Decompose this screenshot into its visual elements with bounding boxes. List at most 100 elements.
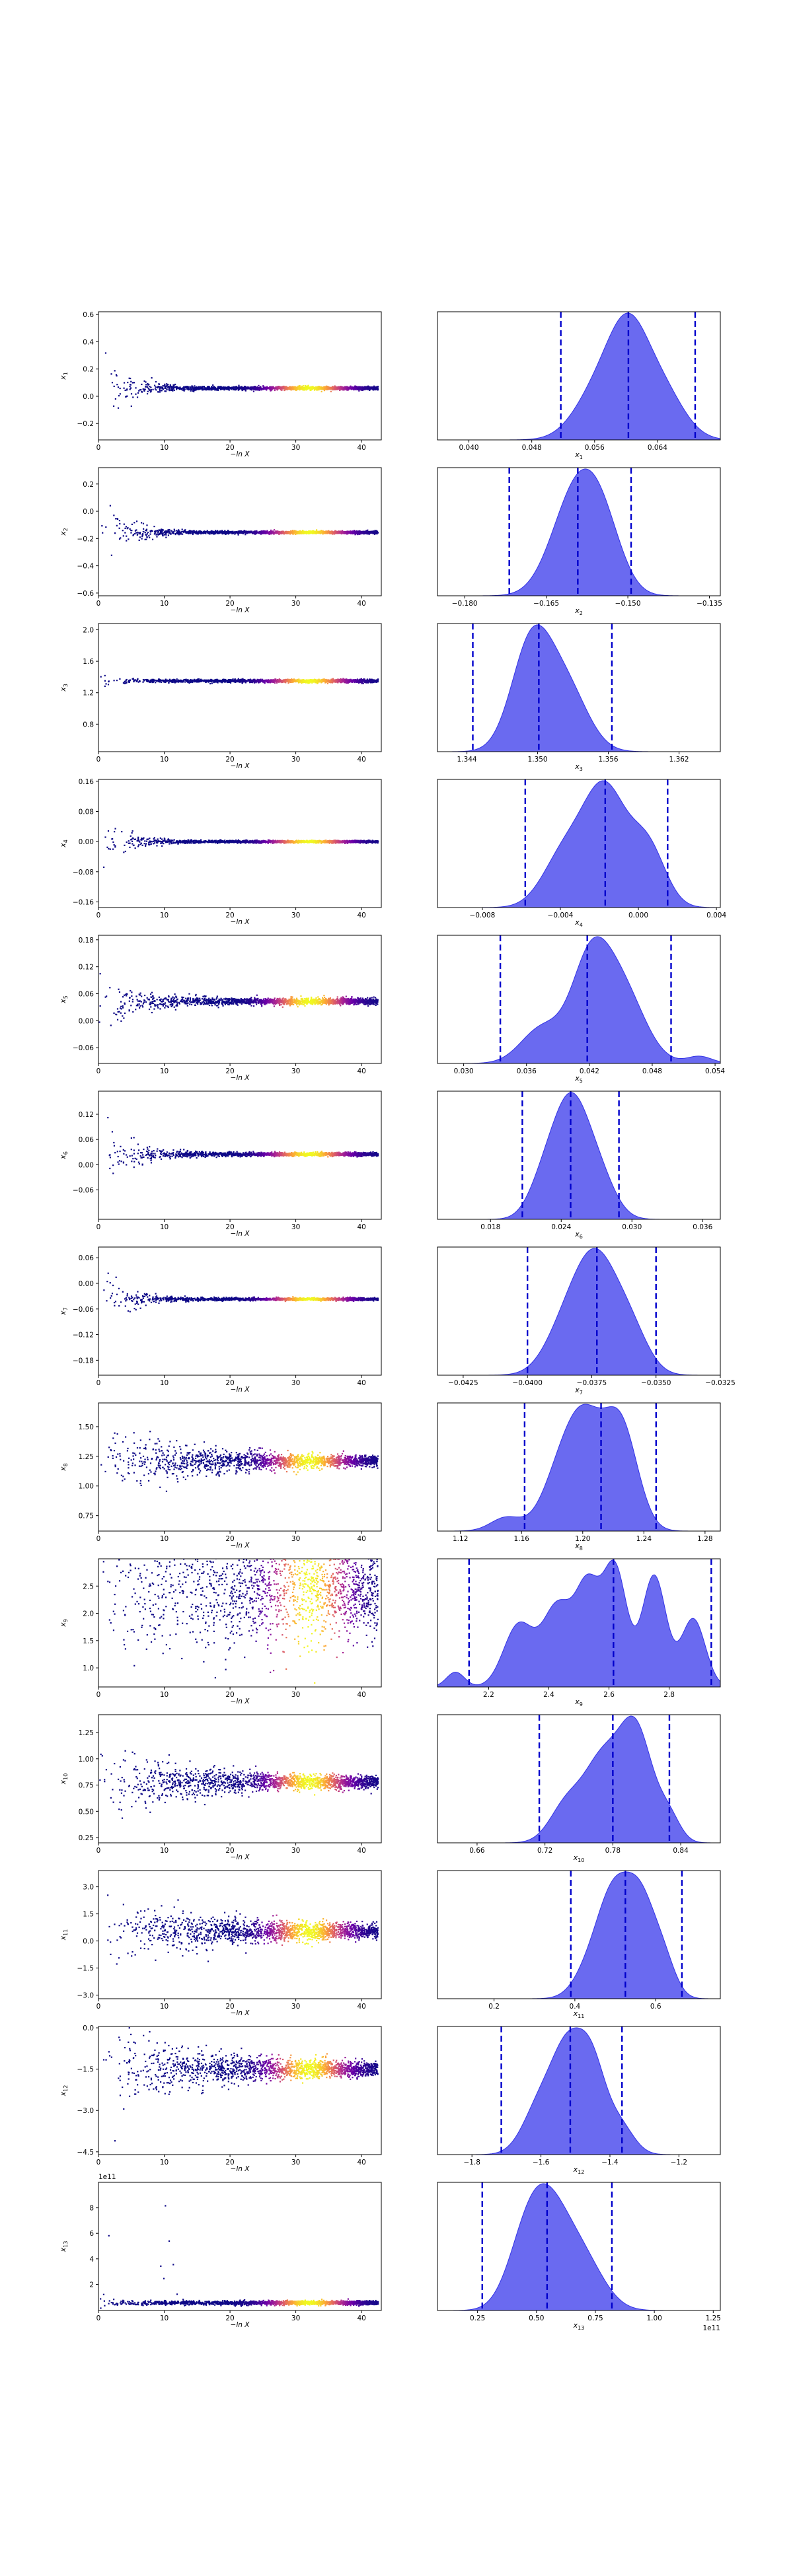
posterior-xtick-label: −0.165 [533, 600, 559, 608]
trace-point [299, 532, 302, 534]
trace-point [151, 538, 154, 540]
trace-point [322, 533, 324, 535]
trace-frame [98, 467, 382, 596]
trace-point [170, 385, 172, 388]
trace-point [366, 679, 368, 681]
trace-point [315, 388, 317, 390]
trace-point [211, 389, 213, 391]
trace-point [137, 681, 139, 683]
trace-point [130, 405, 132, 408]
trace-point [266, 679, 268, 681]
trace-point [221, 530, 223, 532]
trace-point [169, 680, 171, 682]
trace-point [219, 680, 221, 682]
trace-point [340, 532, 342, 534]
trace-point [297, 532, 300, 534]
trace-point [354, 681, 356, 684]
trace-point [351, 530, 353, 532]
trace-point [158, 680, 160, 682]
trace-point [215, 531, 217, 534]
trace-point [151, 377, 153, 379]
trace-point [321, 530, 322, 532]
trace-point [211, 530, 213, 532]
trace-point [284, 680, 286, 682]
trace-point [194, 388, 196, 390]
trace-point [158, 391, 160, 393]
trace-point [184, 386, 186, 388]
trace-point [354, 532, 356, 534]
trace-point [326, 386, 328, 388]
trace-point [340, 532, 342, 534]
trace-point [235, 389, 237, 391]
trace-point [376, 388, 378, 390]
trace-point [161, 390, 163, 392]
trace-point [365, 386, 367, 389]
trace-point [342, 388, 344, 390]
trace-point [306, 385, 309, 387]
trace-point [107, 684, 110, 686]
trace-point [240, 679, 243, 681]
trace-point [180, 533, 182, 535]
trace-point [330, 679, 332, 681]
trace-point [160, 530, 162, 532]
trace-point [214, 530, 217, 532]
trace-point [187, 386, 189, 389]
trace-point [204, 679, 206, 681]
trace-point [208, 532, 209, 534]
trace-point [116, 680, 118, 682]
trace-point [270, 531, 272, 534]
trace-point [146, 393, 149, 395]
trace-point [143, 528, 145, 530]
trace-point [308, 530, 310, 532]
trace-point [225, 387, 227, 390]
trace-point [287, 388, 290, 390]
trace-point [305, 386, 307, 388]
trace-point [275, 532, 277, 534]
trace-point [152, 679, 154, 682]
trace-point [194, 388, 196, 390]
trace-point [197, 386, 200, 388]
trace-point [209, 532, 212, 534]
trace-point [290, 681, 292, 683]
trace-point [324, 387, 326, 390]
trace-point [240, 532, 243, 534]
trace-point [159, 386, 161, 388]
trace-point [340, 678, 342, 680]
trace-point [159, 390, 161, 392]
trace-point [191, 532, 193, 534]
trace-point [311, 680, 313, 682]
trace-point [115, 374, 118, 376]
trace-point [349, 388, 351, 390]
trace-point [324, 386, 326, 388]
trace-point [203, 530, 206, 532]
trace-point [287, 680, 290, 682]
trace-point [272, 681, 274, 683]
trace-point [151, 681, 153, 684]
trace-point [203, 386, 205, 388]
trace-point [321, 530, 322, 532]
trace-point [349, 386, 351, 388]
trace-point [241, 386, 243, 388]
trace-point [319, 386, 321, 388]
trace-point [145, 530, 147, 532]
trace-point [282, 387, 283, 389]
trace-point [319, 387, 321, 389]
trace-point [337, 386, 339, 388]
trace-point [264, 386, 266, 388]
trace-point [351, 531, 353, 533]
trace-point [142, 681, 144, 683]
trace-point [266, 532, 268, 534]
trace-point [358, 388, 359, 390]
trace-point [367, 385, 369, 387]
trace-point [169, 386, 170, 388]
trace-point [145, 529, 147, 531]
trace-point [227, 532, 229, 534]
trace-point [373, 533, 376, 535]
trace-xtick-label: 30 [291, 600, 300, 608]
trace-point [235, 530, 238, 533]
trace-point [148, 383, 150, 386]
trace-point [272, 388, 274, 390]
posterior-frame [437, 467, 721, 596]
trace-point [200, 532, 202, 534]
